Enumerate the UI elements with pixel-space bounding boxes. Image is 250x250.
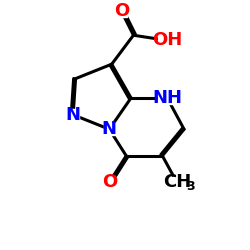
Text: OH: OH <box>152 31 182 49</box>
Text: NH: NH <box>152 89 182 107</box>
Text: 3: 3 <box>186 180 195 193</box>
Bar <box>68 109 79 121</box>
Text: CH: CH <box>163 173 191 191</box>
Text: O: O <box>102 173 117 191</box>
Bar <box>158 92 177 104</box>
Text: N: N <box>102 120 117 138</box>
Text: O: O <box>114 2 129 20</box>
Bar <box>104 176 115 188</box>
Bar <box>116 5 127 17</box>
Text: N: N <box>66 106 81 124</box>
Bar <box>104 123 115 135</box>
Bar <box>158 34 177 46</box>
Bar <box>172 177 196 190</box>
